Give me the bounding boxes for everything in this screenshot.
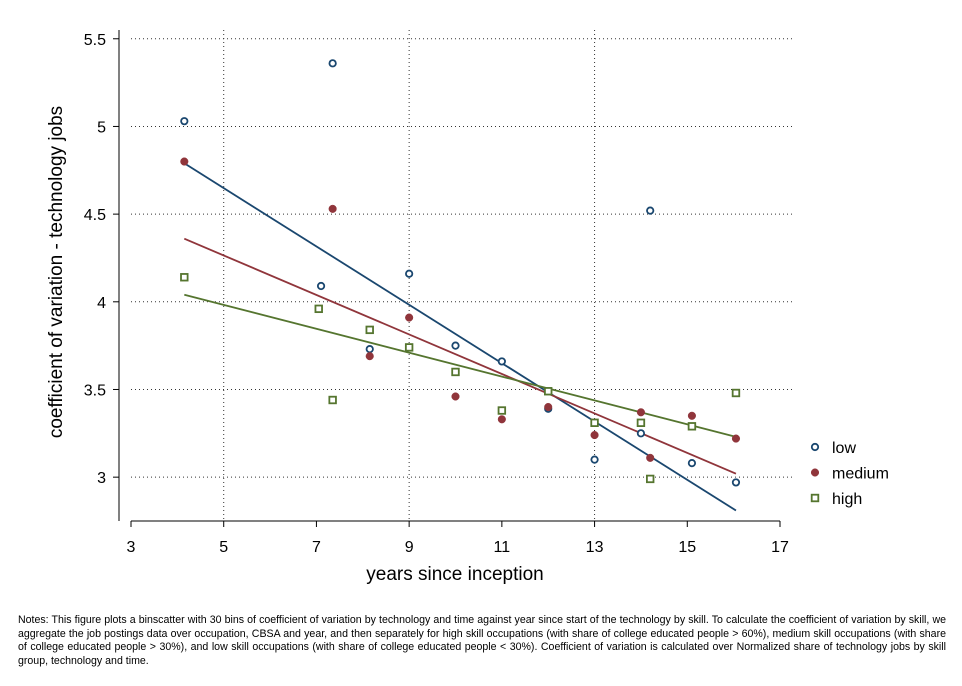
fit-line-medium bbox=[183, 237, 737, 475]
notes-text: Notes: This figure plots a binscatter wi… bbox=[18, 614, 946, 667]
fit-line-low bbox=[183, 162, 737, 512]
x-axis-label: years since inception bbox=[366, 564, 543, 585]
point-low bbox=[316, 281, 326, 291]
point-medium bbox=[646, 453, 655, 462]
legend-marker-high bbox=[810, 493, 820, 503]
point-medium bbox=[544, 402, 553, 412]
point-low bbox=[687, 459, 697, 468]
legend-label-medium: medium bbox=[832, 466, 889, 483]
point-high bbox=[687, 422, 697, 431]
x-tick-label: 7 bbox=[312, 539, 321, 556]
y-tick-label: 5 bbox=[97, 119, 106, 136]
point-medium bbox=[451, 392, 460, 401]
y-tick-label: 3.5 bbox=[84, 382, 106, 399]
point-low bbox=[646, 206, 655, 215]
point-high bbox=[544, 387, 553, 396]
binscatter-chart: 3 5 7 9 11 13 15 17 3 3.5 4 4.5 5 5.5 years since in… bbox=[46, 30, 889, 585]
axes bbox=[118, 30, 780, 522]
legend-marker-medium bbox=[810, 468, 820, 477]
y-tick-label: 3 bbox=[97, 470, 106, 487]
legend-label-low: low bbox=[832, 440, 856, 457]
point-medium bbox=[328, 204, 337, 213]
point-high bbox=[180, 273, 189, 282]
point-low bbox=[451, 341, 460, 350]
point-low bbox=[180, 117, 189, 126]
x-tick-label: 11 bbox=[494, 539, 511, 556]
fit-line-high bbox=[184, 293, 737, 438]
point-high bbox=[451, 367, 460, 377]
x-ticks: 3 5 7 9 11 13 15 17 bbox=[127, 521, 789, 556]
point-medium bbox=[687, 411, 696, 420]
point-high bbox=[314, 304, 323, 314]
point-low bbox=[731, 478, 741, 487]
y-tick-label: 5.5 bbox=[84, 32, 106, 49]
point-high bbox=[646, 474, 655, 484]
point-low bbox=[590, 455, 599, 464]
x-tick-label: 3 bbox=[127, 539, 136, 556]
point-medium bbox=[405, 313, 414, 322]
point-medium bbox=[636, 408, 645, 417]
legend: low medium high bbox=[810, 440, 889, 508]
point-low bbox=[497, 357, 506, 366]
point-high bbox=[590, 418, 599, 427]
x-tick-label: 17 bbox=[771, 539, 789, 556]
legend-marker-low bbox=[810, 442, 820, 452]
point-high bbox=[497, 406, 507, 415]
point-medium bbox=[731, 434, 741, 443]
y-ticks: 3 3.5 4 4.5 5 5.5 bbox=[84, 32, 119, 487]
x-tick-label: 15 bbox=[678, 539, 696, 556]
point-high bbox=[636, 418, 646, 427]
x-tick-label: 13 bbox=[586, 539, 604, 556]
point-medium bbox=[590, 431, 599, 440]
x-tick-label: 9 bbox=[405, 539, 414, 556]
y-tick-label: 4 bbox=[97, 295, 106, 312]
x-tick-label: 5 bbox=[219, 539, 228, 556]
point-high bbox=[365, 325, 374, 335]
point-low bbox=[365, 345, 374, 354]
point-medium bbox=[497, 415, 506, 424]
y-axis-label: coefficient of variation - technology jo… bbox=[46, 106, 67, 438]
y-tick-label: 4.5 bbox=[84, 207, 106, 224]
point-high bbox=[328, 395, 337, 405]
gridlines bbox=[131, 30, 794, 521]
point-low bbox=[328, 59, 337, 68]
point-high bbox=[731, 388, 741, 398]
point-medium bbox=[365, 352, 374, 361]
point-low bbox=[636, 429, 646, 438]
data-points bbox=[180, 59, 741, 487]
point-high bbox=[404, 343, 414, 352]
point-low bbox=[405, 269, 414, 278]
point-medium bbox=[180, 157, 189, 166]
legend-label-high: high bbox=[832, 491, 862, 508]
